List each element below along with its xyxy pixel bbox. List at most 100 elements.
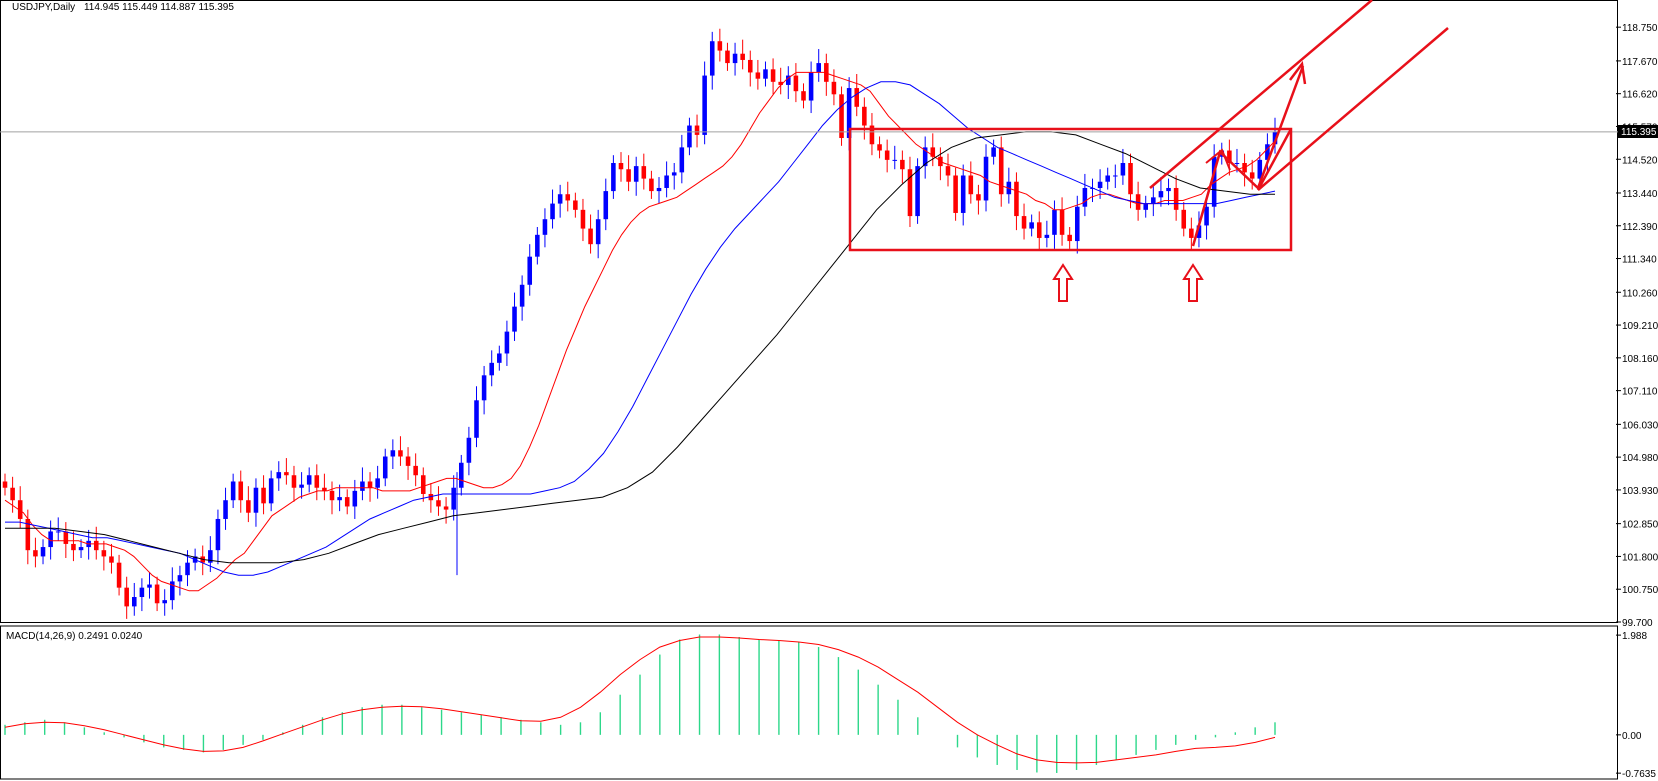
price-tick-label: 113.440 xyxy=(1622,189,1658,200)
candle-body xyxy=(1014,181,1019,217)
candle-body xyxy=(641,166,647,179)
candle-body xyxy=(953,175,958,213)
candle-body xyxy=(854,88,860,107)
candle-body xyxy=(1265,144,1270,160)
candle-body xyxy=(892,159,898,161)
candle-body xyxy=(261,487,266,504)
candle-body xyxy=(139,587,145,598)
candle-body xyxy=(976,194,981,201)
candle-body xyxy=(238,481,244,501)
candle-body xyxy=(1227,150,1232,163)
candle-body xyxy=(649,178,654,192)
candle-body xyxy=(459,462,464,488)
candle-body xyxy=(679,147,685,173)
candle-body xyxy=(1097,181,1103,188)
price-tick-label: 103.930 xyxy=(1622,486,1658,497)
candle-body xyxy=(930,147,936,157)
candle-body xyxy=(352,490,358,507)
candle-body xyxy=(405,456,411,466)
candle-body xyxy=(284,472,289,476)
candle-body xyxy=(945,166,951,176)
candle-body xyxy=(755,72,761,79)
candle-body xyxy=(770,69,776,82)
candle-body xyxy=(291,475,297,488)
price-axis: 118.750117.670116.620115.570114.520113.4… xyxy=(1616,23,1658,629)
candle-body xyxy=(1242,163,1247,173)
price-tick-label: 118.750 xyxy=(1622,23,1658,34)
candle-body xyxy=(922,147,928,167)
candle-body xyxy=(869,125,875,145)
candle-body xyxy=(557,194,563,204)
candle-body xyxy=(915,166,920,217)
candle-body xyxy=(474,400,479,438)
candle-body xyxy=(824,63,829,82)
price-tick-label: 106.030 xyxy=(1622,420,1658,431)
candle-body xyxy=(162,600,167,604)
candle-body xyxy=(246,500,251,513)
candle-body xyxy=(314,475,320,488)
candle-body xyxy=(1143,203,1148,210)
candle-body xyxy=(884,150,890,160)
candle-body xyxy=(1257,159,1263,179)
candle-body xyxy=(116,562,122,588)
candle-body xyxy=(398,450,403,457)
candle-body xyxy=(25,518,31,551)
price-tick-label: 102.850 xyxy=(1622,520,1658,531)
price-tick-label: 112.390 xyxy=(1622,222,1658,233)
candle-body xyxy=(816,63,821,73)
macd-axis: 1.988 0.00 -0.7635 xyxy=(1616,631,1656,780)
candle-body xyxy=(656,187,662,192)
candle-body xyxy=(10,487,15,501)
candle-body xyxy=(550,203,555,220)
price-tick-label: 110.260 xyxy=(1622,288,1658,299)
current-price-label: 115.395 xyxy=(1621,127,1657,138)
candle-body xyxy=(1074,206,1080,242)
candle-body xyxy=(519,284,525,307)
macd-header: MACD(14,26,9) 0.2491 0.0240 xyxy=(6,631,143,642)
candle-body xyxy=(276,472,282,479)
candle-body xyxy=(1113,175,1118,177)
candle-body xyxy=(208,550,213,563)
candle-body xyxy=(337,497,342,501)
candle-body xyxy=(763,69,768,79)
candle-body xyxy=(626,169,631,182)
price-tick-label: 101.800 xyxy=(1622,552,1658,563)
candle-body xyxy=(611,163,616,192)
candle-body xyxy=(78,547,84,551)
candle-body xyxy=(1211,156,1217,207)
ma-slow-line xyxy=(5,131,1275,564)
candle-body xyxy=(124,587,129,607)
candle-body xyxy=(573,200,578,210)
ma-fast-line xyxy=(4,71,1276,592)
candle-body xyxy=(329,490,335,501)
candle-body xyxy=(1234,163,1240,164)
candle-body xyxy=(33,550,38,557)
candle-body xyxy=(466,437,472,463)
candle-body xyxy=(725,50,730,64)
candle-body xyxy=(360,481,365,491)
candle-body xyxy=(451,487,456,510)
candle-body xyxy=(694,125,700,135)
candle-body xyxy=(367,481,373,488)
up-arrow-icon xyxy=(1052,263,1074,302)
candle-body xyxy=(671,172,677,176)
candle-body xyxy=(1204,206,1209,226)
candle-body xyxy=(497,353,502,363)
current-price-tag: 115.395 xyxy=(1618,125,1658,138)
candle-body xyxy=(1059,209,1065,235)
candle-body xyxy=(268,478,274,504)
candle-body xyxy=(831,81,837,95)
chart-header: USDJPY,Daily 114.945 115.449 114.887 115… xyxy=(12,2,234,13)
candle-body xyxy=(1082,187,1088,207)
candle-body xyxy=(375,478,380,488)
candle-body xyxy=(1029,222,1034,229)
candle-body xyxy=(2,481,8,488)
candle-body xyxy=(147,584,152,588)
candle-body xyxy=(489,362,494,376)
candle-body xyxy=(177,575,183,582)
candle-body xyxy=(428,493,434,501)
up-arrow-icon xyxy=(1182,263,1204,302)
candle-body xyxy=(998,147,1004,195)
main-pane-frame xyxy=(0,0,1618,623)
ohlc-values: 114.945 115.449 114.887 115.395 xyxy=(84,2,234,13)
